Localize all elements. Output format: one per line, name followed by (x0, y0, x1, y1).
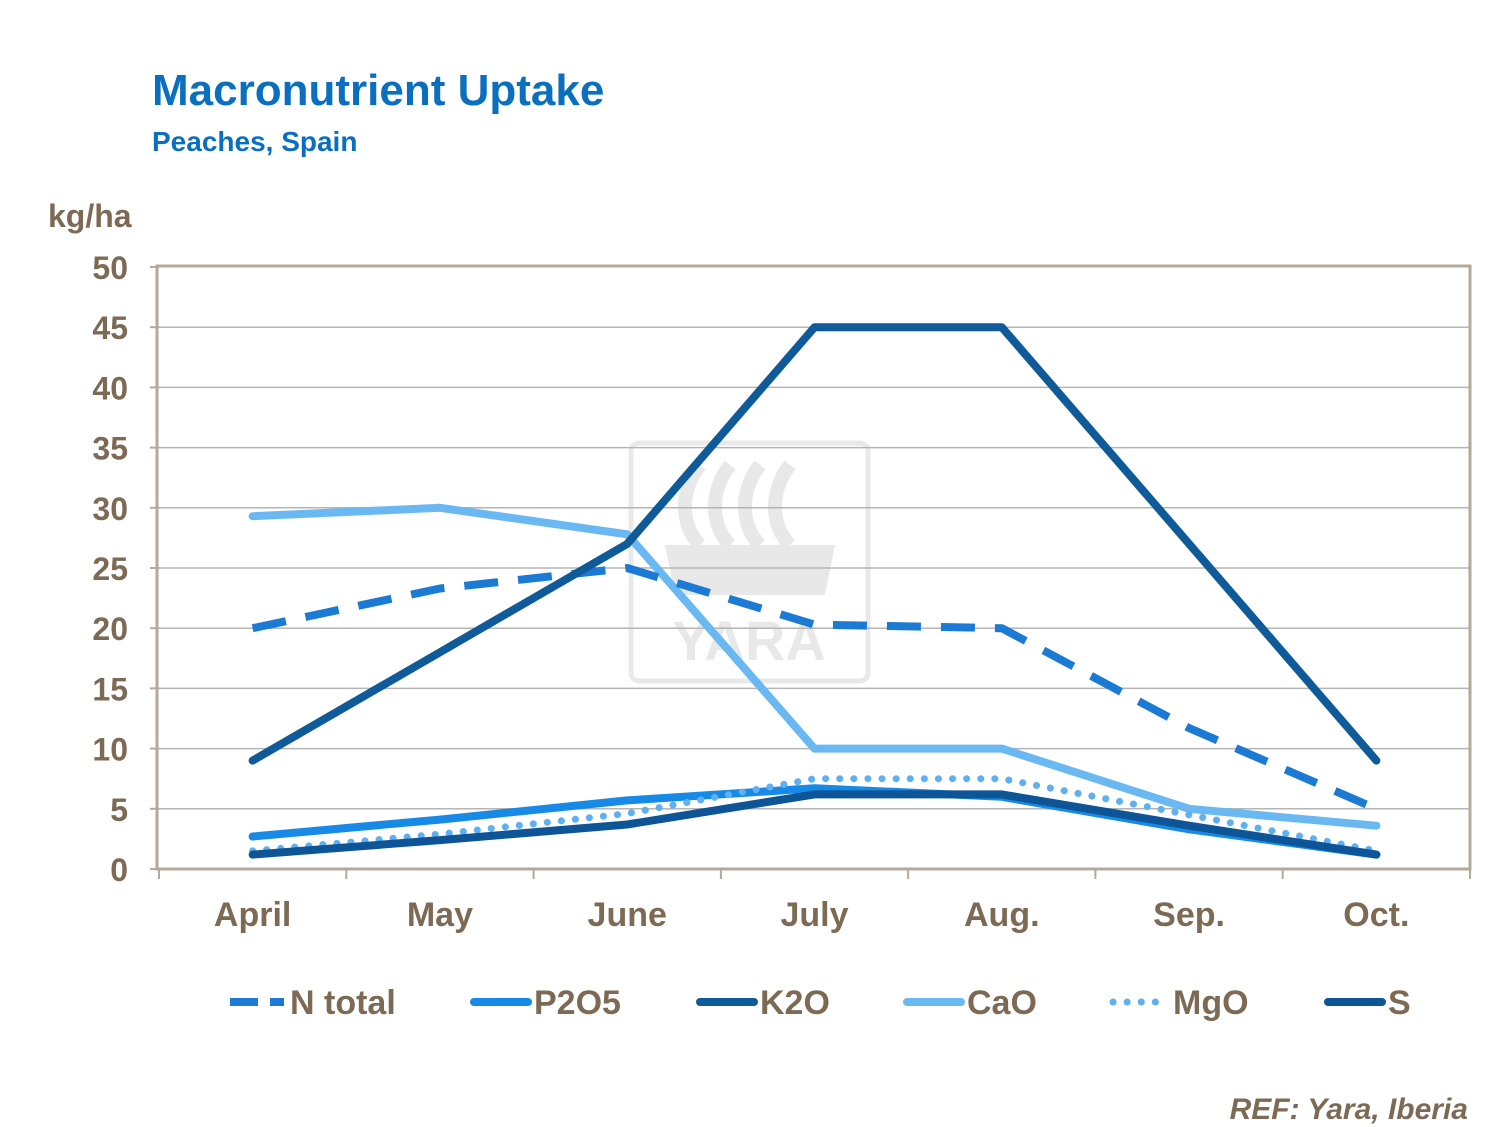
x-tick-label: April (214, 896, 291, 934)
x-tick-label: May (407, 896, 473, 934)
x-tick-label: Aug. (964, 896, 1040, 934)
series-line-n-total (251, 564, 1378, 813)
plot-area-border (155, 264, 1472, 871)
y-tick-label: 20 (92, 611, 128, 647)
y-tick-label: 50 (92, 250, 128, 286)
series-line-s (248, 790, 1381, 859)
legend-label: K2O (760, 984, 830, 1022)
legend-label: MgO (1173, 984, 1249, 1022)
series-line-k2o (248, 323, 1381, 765)
legend-label: S (1388, 984, 1411, 1022)
y-tick-label: 10 (92, 732, 128, 768)
x-tick-label: Oct. (1343, 896, 1409, 934)
x-tick-label: June (588, 896, 667, 934)
source-reference: REF: Yara, Iberia (1229, 1093, 1468, 1126)
y-tick-label: 25 (92, 551, 128, 587)
y-tick-label: 5 (110, 792, 128, 828)
series-line-mgo (249, 775, 1380, 855)
x-tick-label: July (780, 896, 848, 934)
y-tick-label: 35 (92, 431, 128, 467)
x-axis-ticks (158, 869, 1471, 879)
y-tick-label: 45 (92, 310, 128, 346)
series-line-cao (248, 503, 1381, 830)
chart-title: Macronutrient Uptake (152, 66, 605, 115)
y-axis-label: kg/ha (48, 198, 132, 234)
yara-watermark-logo: YARA (628, 440, 871, 684)
legend-label: N total (290, 984, 396, 1022)
y-tick-label: 40 (92, 370, 128, 406)
y-tick-label: 30 (92, 491, 128, 527)
legend: N total P2O5 K2O CaO MgO S (230, 984, 1411, 1022)
legend-label: CaO (967, 984, 1037, 1022)
y-tick-label: 0 (110, 852, 128, 888)
x-tick-label: Sep. (1153, 896, 1225, 934)
legend-label: P2O5 (534, 984, 621, 1022)
y-tick-label: 15 (92, 671, 128, 707)
chart-subtitle: Peaches, Spain (152, 126, 358, 157)
y-axis: 0 5 10 15 20 25 30 35 40 45 50 (92, 250, 128, 888)
x-axis: April May June July Aug. Sep. Oct. (214, 896, 1410, 934)
series-lines (248, 323, 1381, 859)
